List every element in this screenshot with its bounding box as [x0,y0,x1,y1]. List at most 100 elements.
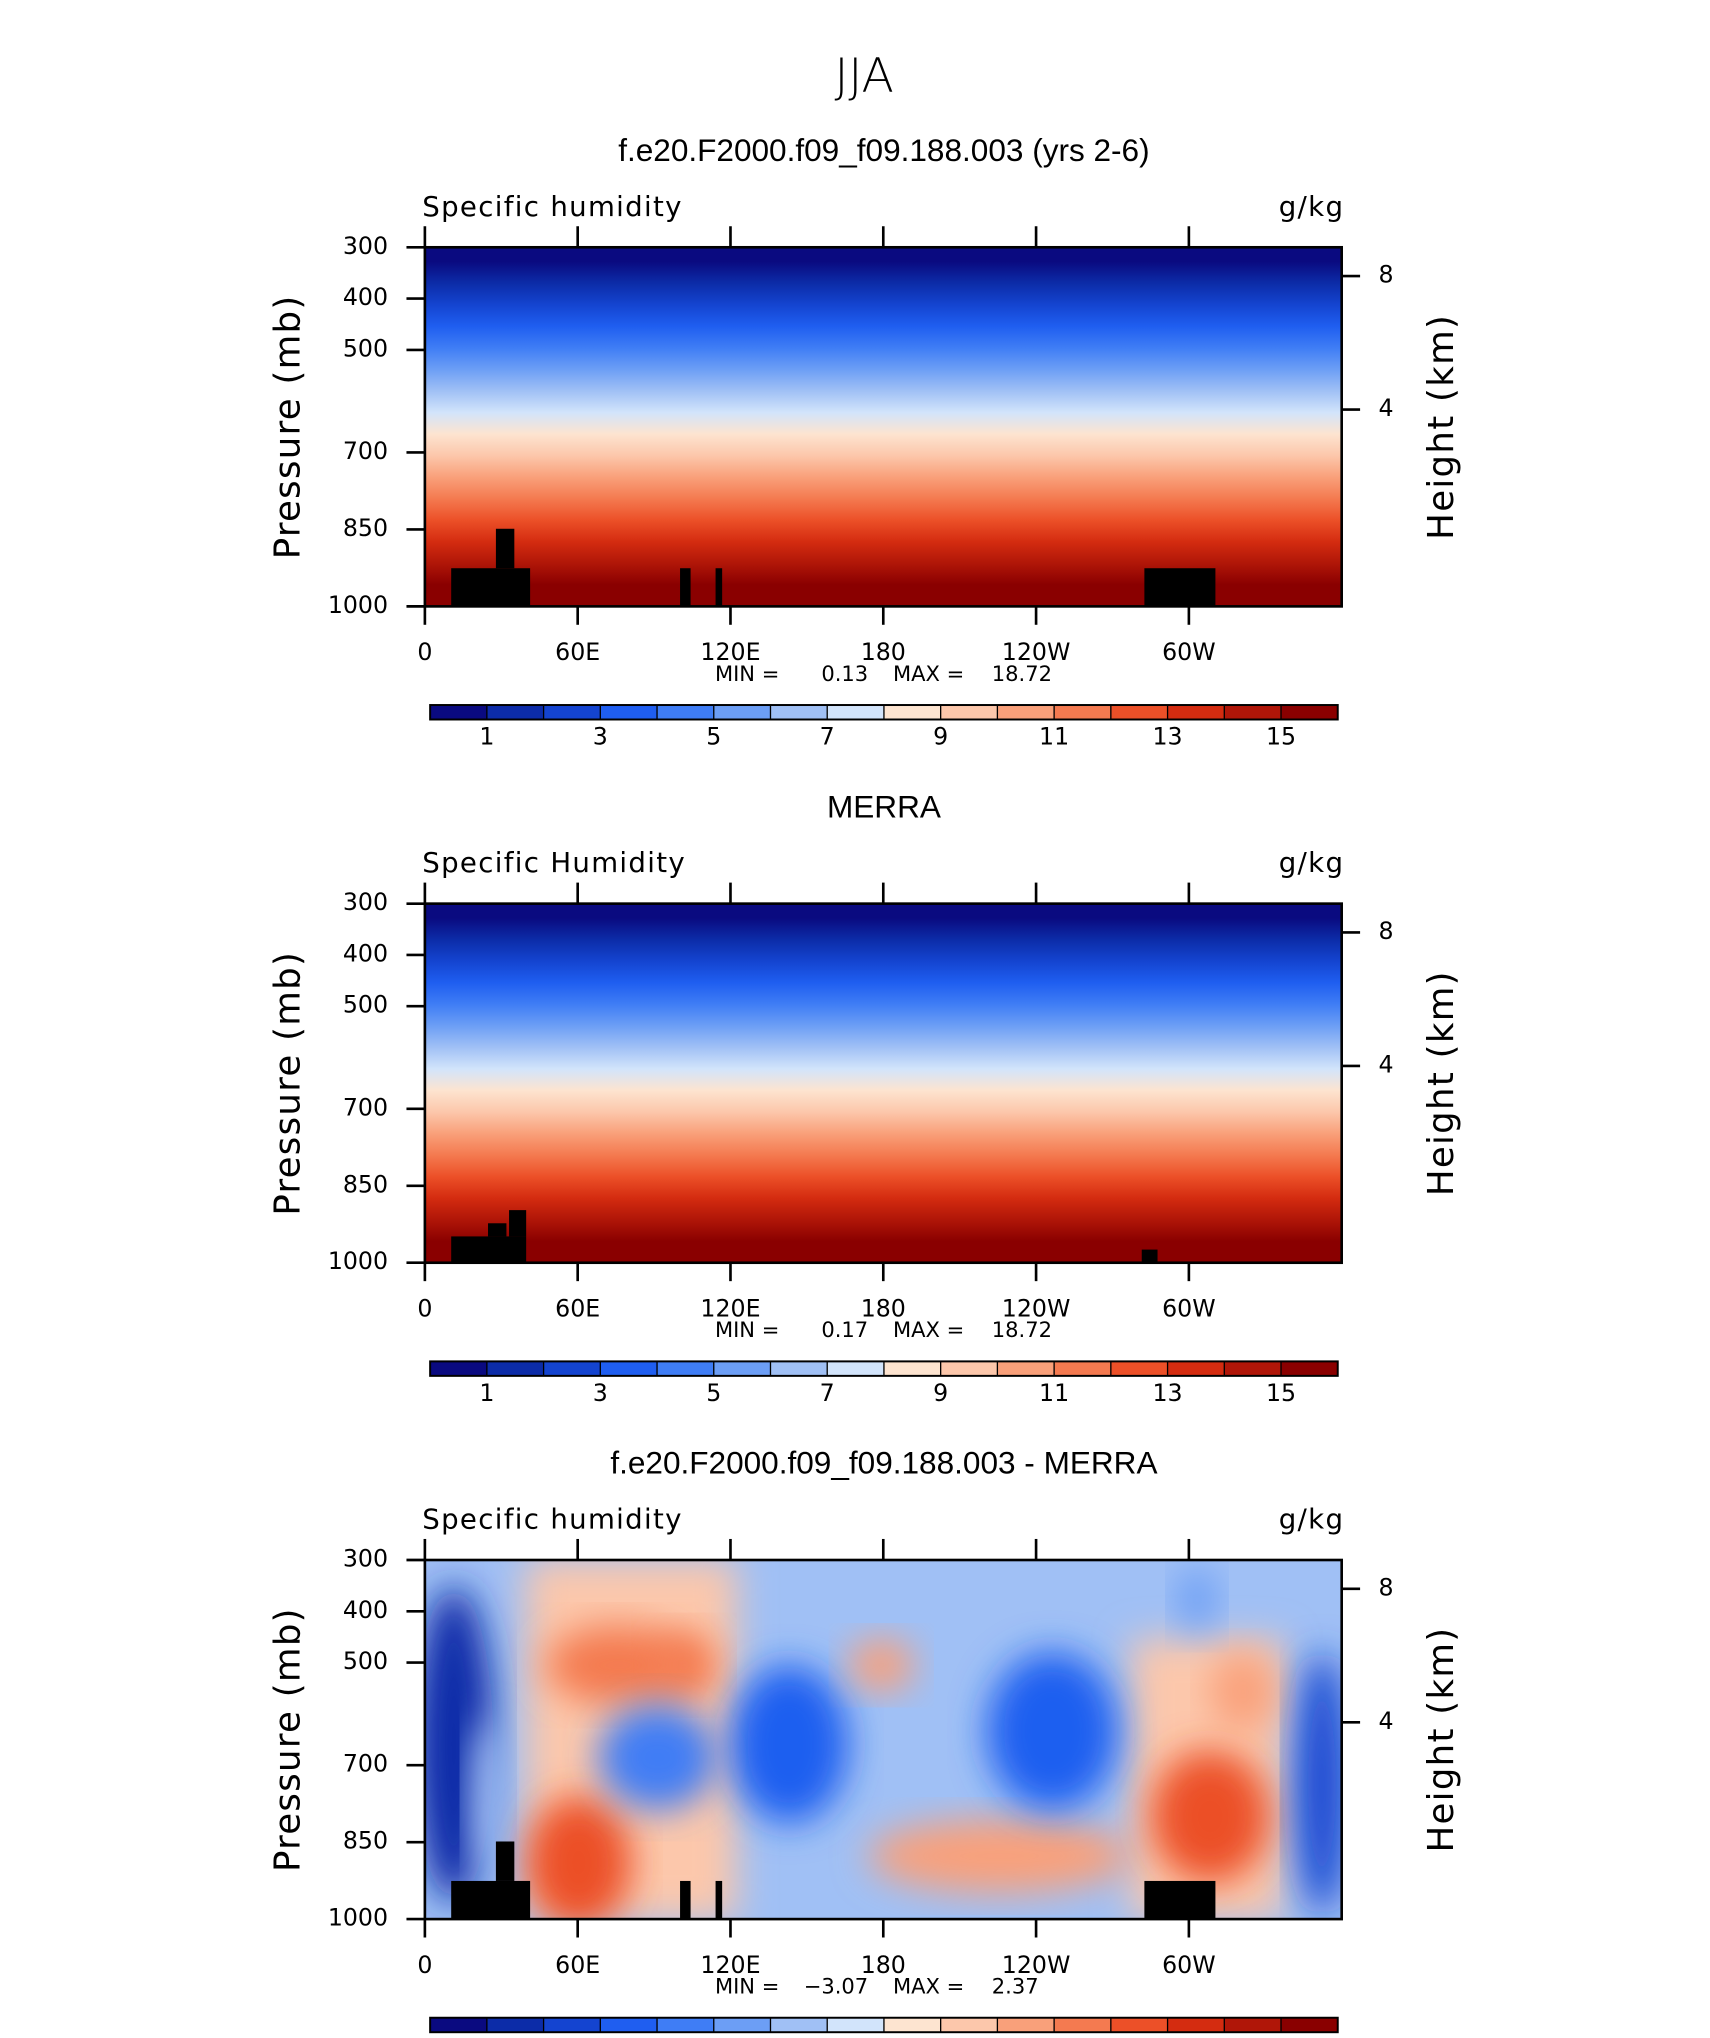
left-label: Specific Humidity [422,846,686,879]
y-axis-label: Pressure (mb) [267,1607,308,1872]
colorbar-box [770,2017,828,2033]
colorbar-box [1224,1361,1282,1376]
field-blob [545,1625,691,1705]
colorbar-box [1167,2017,1225,2033]
min-value: −3.07 [804,1973,868,1998]
panel-title: f.e20.F2000.f09_f09.188.003 (yrs 2-6) [618,132,1149,168]
y-tick-label: 400 [343,1596,388,1624]
field-blob [868,1819,1132,1893]
field-blob [598,1704,717,1810]
field [424,903,1342,1263]
colorbar-box [883,705,941,720]
x-tick-label: 60E [555,638,600,666]
colorbar-label: 11 [1039,722,1069,750]
colorbar-box [1167,705,1225,720]
colorbar-box [1281,2017,1338,2033]
colorbar-box [1224,705,1282,720]
topography [495,1841,515,1881]
max-value: 2.37 [992,1973,1039,1998]
x-tick-label: 0 [417,638,432,666]
panel: f.e20.F2000.f09_f09.188.003 (yrs 2-6) Spe… [267,132,1462,750]
colorbar-box [543,705,601,720]
max-label: MAX = [893,661,964,686]
colorbar-label: 13 [1153,722,1183,750]
colorbar-label: 5 [706,722,721,750]
topography [1144,1880,1216,1920]
colorbar-box [486,1361,544,1376]
colorbar-box [713,705,771,720]
colorbar-box [600,1361,658,1376]
x-tick-label: 120E [700,1295,760,1323]
colorbar-box [883,2017,941,2033]
colorbar-box [827,2017,884,2033]
colorbar-box [940,1361,998,1376]
colorbar-box [770,705,828,720]
topography [488,1223,507,1237]
topography [1141,1249,1158,1263]
x-tick-label: 120W [1002,1951,1071,1979]
field-blob [848,1638,915,1692]
colorbar-box [430,1361,487,1376]
x-tick-label: 60E [555,1951,600,1979]
y-tick-label: 1000 [328,1247,388,1275]
colorbar-label: 13 [1153,1379,1183,1407]
colorbar-box [1110,705,1168,720]
y-tick-label: 300 [343,888,388,916]
colorbar-box [997,705,1055,720]
y-tick-label: 850 [343,1170,388,1198]
y-axis-label: Pressure (mb) [267,294,308,559]
panel-title: MERRA [827,788,941,824]
field-blob [1177,1566,1217,1633]
colorbar-box [883,1361,941,1376]
y2-axis-label: Height (km) [1421,970,1462,1196]
max-value: 18.72 [992,661,1052,686]
colorbar-box [940,705,998,720]
y-tick-label: 700 [343,1750,388,1778]
colorbar-label: 0 [876,2035,891,2038]
colorbar-box [713,2017,771,2033]
colorbar-label: 9 [933,1379,948,1407]
y-tick-label: 500 [343,991,388,1019]
max-value: 18.72 [992,1317,1052,1342]
field [424,247,1342,607]
field-fill [424,903,1342,1263]
x-tick-label: 60W [1162,1951,1216,1979]
min-label: MIN = [715,661,779,686]
min-value: 0.13 [821,661,868,686]
topography [715,568,723,607]
field-blob [986,1652,1119,1810]
y-tick-label: 300 [343,1545,388,1573]
colorbar-label: 1 [479,722,494,750]
colorbar-box [1281,705,1338,720]
panel-title: f.e20.F2000.f09_f09.188.003 - MERRA [610,1445,1157,1481]
y2-tick-label: 8 [1379,261,1394,289]
x-tick-label: 180 [861,1951,906,1979]
colorbar-box [543,1361,601,1376]
colorbar-label: 11 [1039,1379,1069,1407]
y2-tick-label: 8 [1379,917,1394,945]
x-tick-label: 60W [1162,638,1216,666]
colorbar-label: 1 [479,1379,494,1407]
colorbar-box [486,2017,544,2033]
y-tick-label: 850 [343,1827,388,1855]
x-tick-label: 180 [861,1295,906,1323]
y-tick-label: 400 [343,283,388,311]
y2-tick-label: 4 [1379,1050,1394,1078]
topography [715,1880,723,1920]
y-tick-label: 1000 [328,1904,388,1932]
y-tick-label: 1000 [328,591,388,619]
colorbar-label: 5 [706,1379,721,1407]
colorbar-box [940,2017,998,2033]
y2-axis-label: Height (km) [1421,314,1462,540]
x-tick-label: 120W [1002,1295,1071,1323]
colorbar-box [713,1361,771,1376]
y-tick-label: 300 [343,232,388,260]
colorbar-label: 7 [820,722,835,750]
colorbar-box [430,705,487,720]
colorbar-box [657,2017,714,2033]
min-value: 0.17 [821,1317,868,1342]
colorbar-box [1110,1361,1168,1376]
x-tick-label: 60E [555,1295,600,1323]
